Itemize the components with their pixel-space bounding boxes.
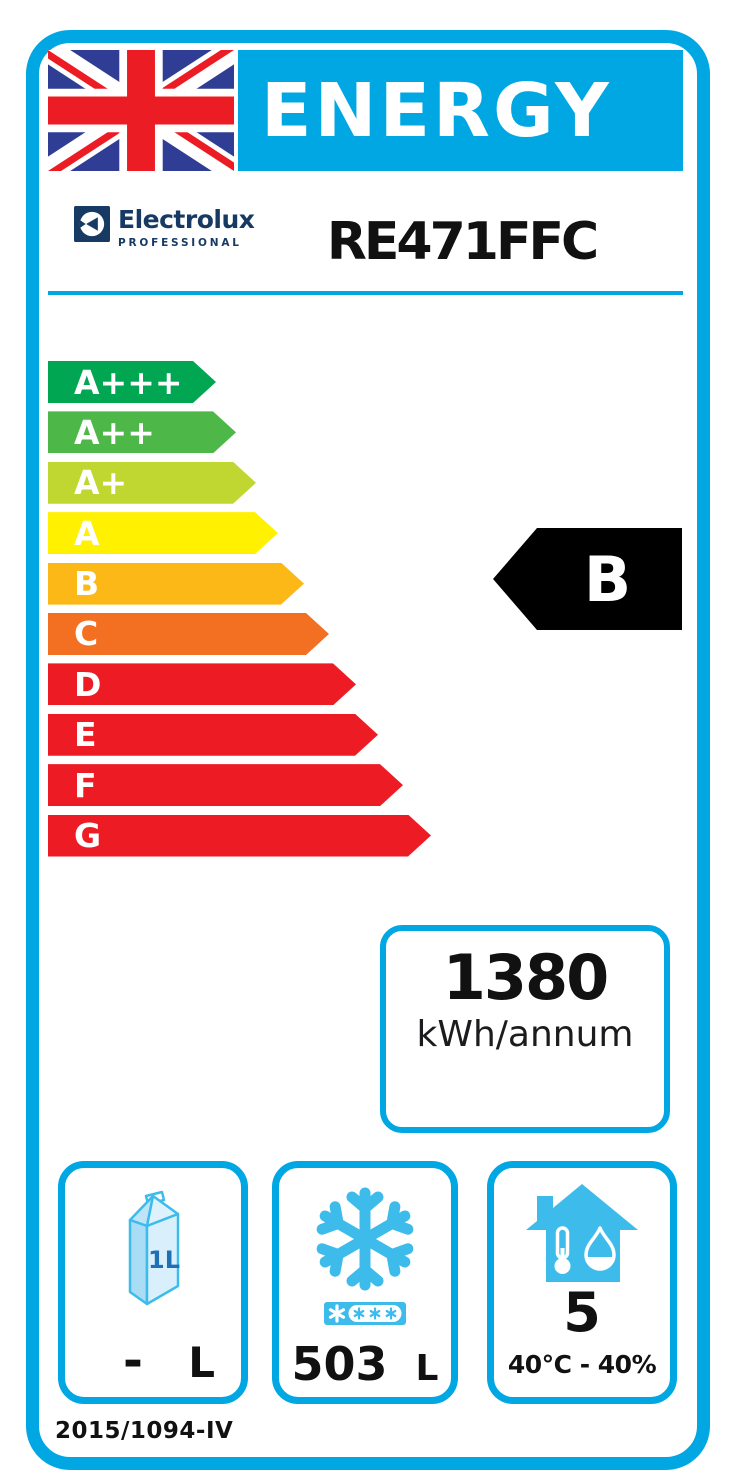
regulation-reference: 2015/1094-IV	[55, 1418, 234, 1444]
chill-volume-value: -	[123, 1333, 143, 1389]
climate-class-value: 5	[563, 1281, 601, 1344]
rating-arrow-A+++: A+++	[48, 361, 216, 403]
climate-condition: 40°C - 40%	[507, 1350, 657, 1379]
brand-block: Electrolux PROFESSIONAL	[74, 205, 255, 249]
rating-arrow-D: D	[48, 663, 356, 705]
snowflake-icon	[316, 1187, 414, 1291]
rating-arrow-label: C	[74, 614, 99, 654]
union-jack-flag-icon	[48, 50, 234, 171]
rating-arrow-label: D	[74, 664, 102, 704]
chill-volume-unit: L	[188, 1338, 215, 1387]
rating-arrow-A+: A+	[48, 462, 256, 504]
rating-arrow-label: A+	[74, 463, 128, 503]
rating-arrow-B: B	[48, 563, 304, 605]
energy-banner: ENERGY	[238, 50, 683, 171]
rating-arrow-label: F	[74, 765, 97, 805]
rating-arrow-label: A+++	[74, 362, 183, 402]
current-rating-arrow: B	[493, 528, 682, 630]
rating-arrow-G: G	[48, 815, 431, 857]
energy-title: ENERGY	[261, 67, 612, 154]
milk-carton-icon: 1L	[128, 1190, 180, 1306]
rating-arrow-A: A	[48, 512, 278, 554]
rating-arrow-C: C	[48, 613, 329, 655]
carton-volume-label: 1L	[148, 1246, 180, 1274]
brand-text: Electrolux PROFESSIONAL	[118, 205, 255, 249]
freezer-star-rating-icon	[324, 1302, 406, 1325]
rating-arrow-F: F	[48, 764, 403, 806]
brand-subtitle: PROFESSIONAL	[118, 236, 242, 249]
frozen-volume-value: 503	[291, 1337, 388, 1391]
rating-arrow-label: B	[74, 564, 100, 604]
label-border-frame	[26, 30, 710, 1470]
frozen-volume-unit: L	[415, 1348, 439, 1389]
climate-class-box: 5 40°C - 40%	[487, 1161, 677, 1404]
current-rating-letter: B	[583, 542, 632, 616]
chill-value-row: - L	[65, 1337, 241, 1385]
model-number: RE471FFC	[326, 212, 599, 272]
energy-consumption-box: 1380 kWh/annum	[380, 925, 670, 1133]
rating-arrow-label: A	[74, 513, 100, 553]
rating-arrow-label: G	[74, 816, 102, 856]
electrolux-logo-icon	[74, 206, 110, 242]
energy-consumption-value: 1380	[442, 941, 610, 1014]
rating-arrow-label: A++	[74, 412, 155, 452]
frozen-value-row: 503 L	[279, 1341, 451, 1387]
rating-arrow-A++: A++	[48, 411, 236, 453]
rating-scale: A+++ A++ A+ A B C D E F G	[48, 361, 431, 865]
house-thermometer-droplet-icon	[526, 1184, 638, 1282]
frozen-volume-box: 503 L	[272, 1161, 458, 1404]
chill-volume-box: 1L - L	[58, 1161, 248, 1404]
header-divider	[48, 291, 683, 295]
brand-name: Electrolux	[118, 205, 255, 234]
rating-arrow-E: E	[48, 714, 378, 756]
energy-consumption-unit: kWh/annum	[416, 1014, 634, 1056]
rating-arrow-label: E	[74, 715, 97, 755]
